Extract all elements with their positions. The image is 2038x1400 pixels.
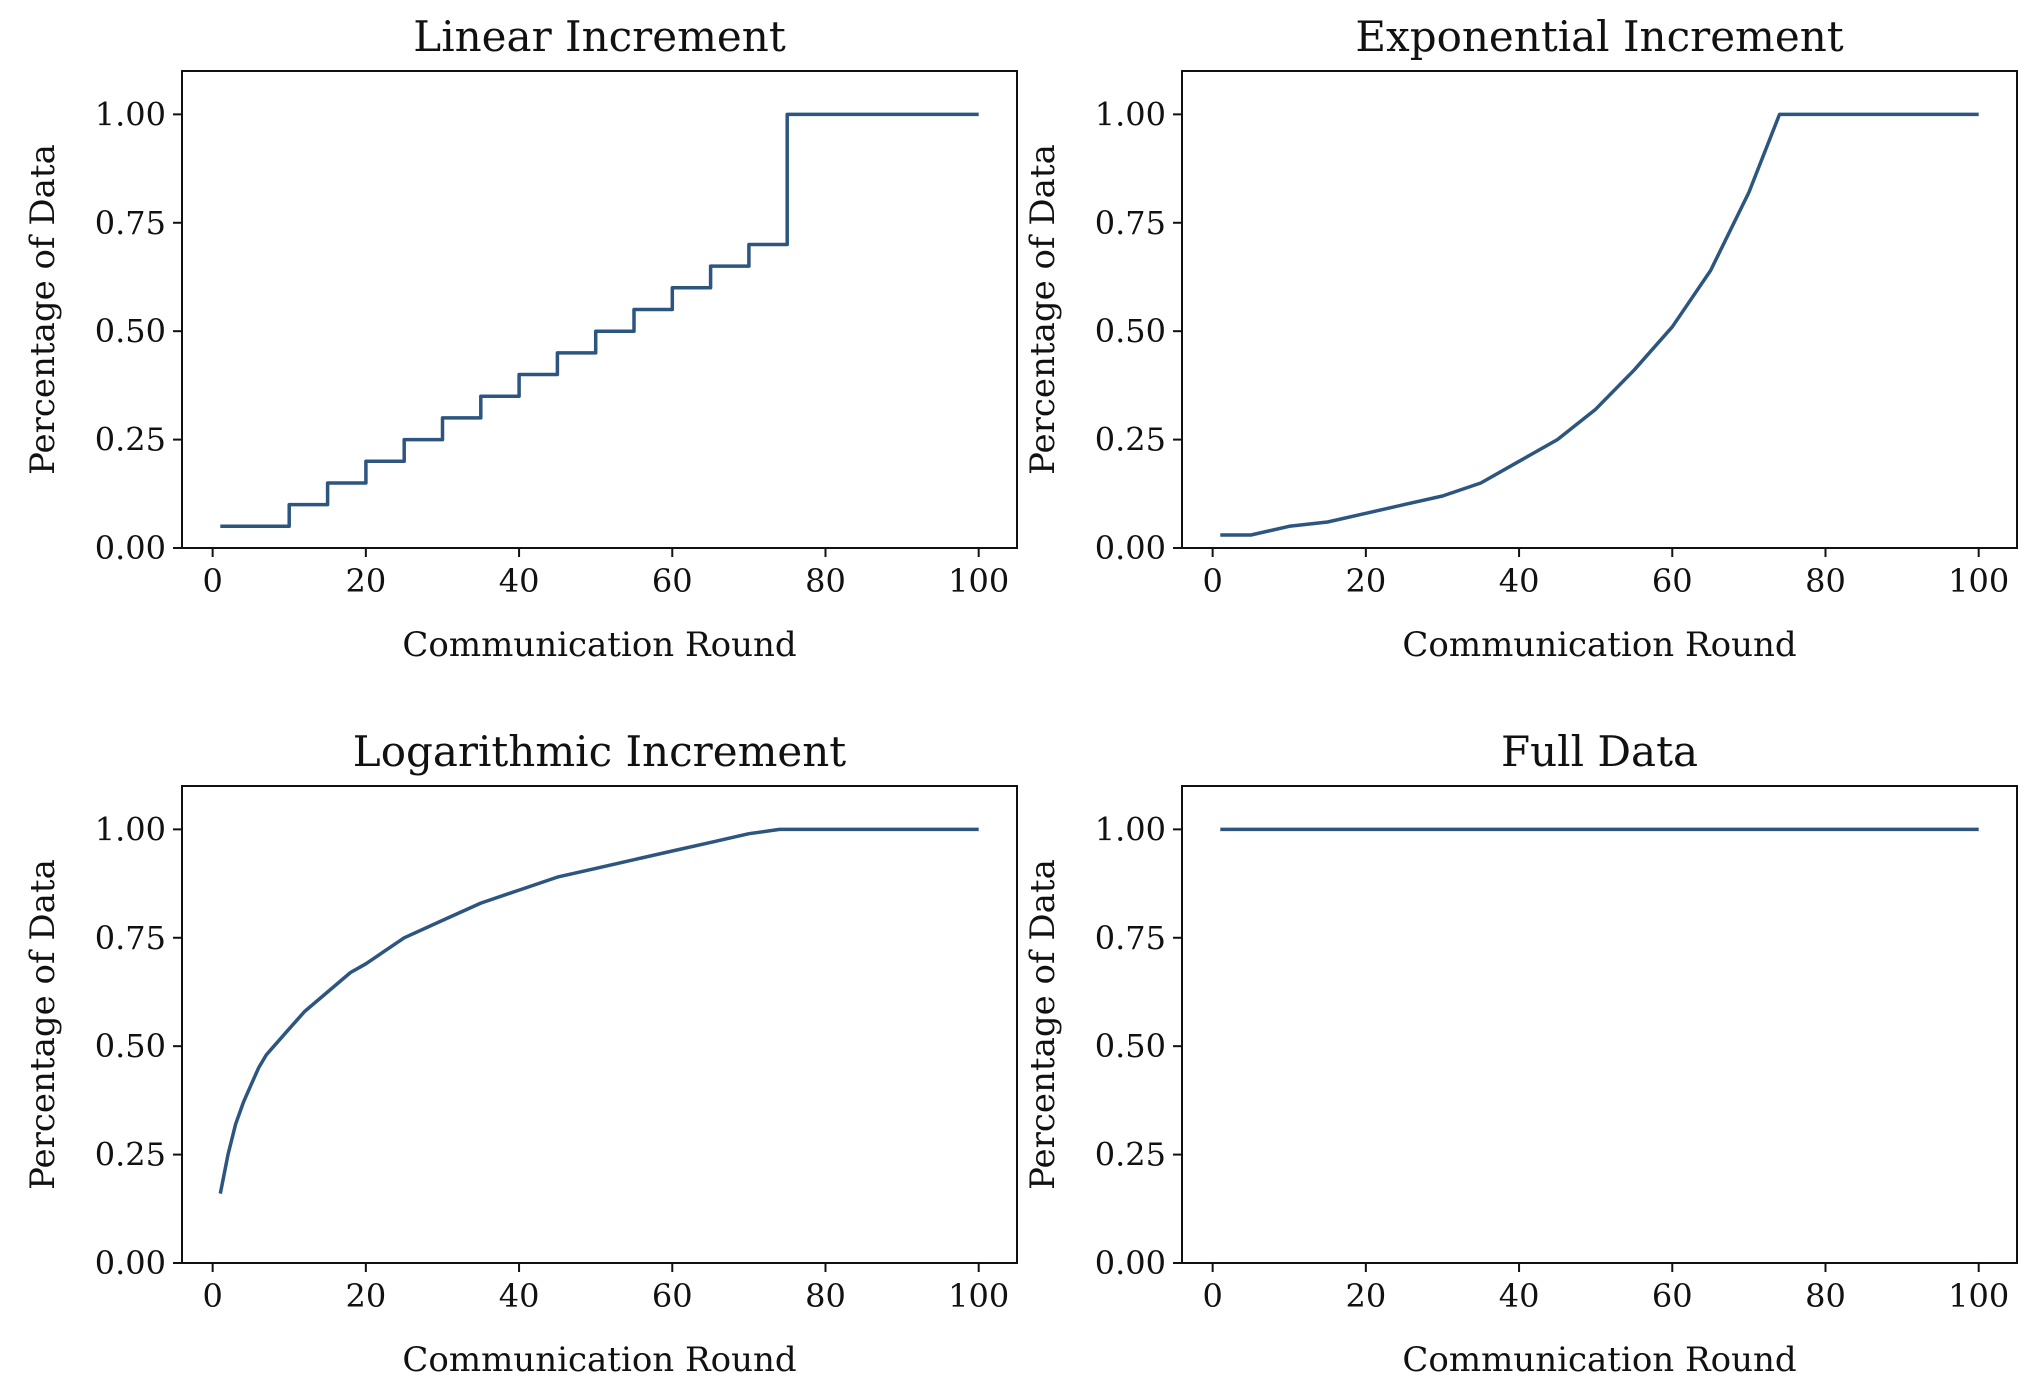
x-tick-label: 40: [1499, 562, 1540, 600]
x-tick-label: 80: [1805, 1277, 1846, 1315]
series-line-1: [220, 112, 979, 529]
y-tick-label: 0.75: [1095, 204, 1166, 242]
x-tick-label: 100: [1948, 562, 2009, 600]
plot-frame: [181, 785, 1018, 1264]
y-tick-label: 0.25: [1095, 421, 1166, 459]
x-tick-label: 40: [499, 1277, 540, 1315]
x-tick-label: 60: [652, 1277, 693, 1315]
x-tick-label: 80: [805, 562, 846, 600]
x-tick-label: 0: [1202, 562, 1222, 600]
y-axis-label: Percentage of Data: [23, 144, 63, 475]
plot-frame: [181, 70, 1018, 549]
chart-panel-2: 0 20 40 60 80 100 0.00 0.25 0.50 0.75 1.00 Exponent…: [1023, 12, 2018, 665]
chart-panel-3: 0 20 40 60 80 100 0.00 0.25 0.50 0.75 1.00 Logarith…: [23, 727, 1018, 1380]
y-tick-label: 0.25: [1095, 1136, 1166, 1174]
x-axis-label: Communication Round: [1402, 625, 1796, 665]
chart-title: Logarithmic Increment: [353, 727, 846, 776]
x-tick-label: 0: [1202, 1277, 1222, 1315]
x-tick-label: 100: [1948, 1277, 2009, 1315]
x-tick-label: 100: [948, 1277, 1009, 1315]
y-tick-label: 1.00: [95, 95, 166, 133]
y-tick-label: 0.50: [95, 312, 166, 350]
x-axis-label: Communication Round: [1402, 1340, 1796, 1380]
y-tick-label: 0.50: [1095, 1027, 1166, 1065]
y-tick-label: 0.25: [95, 421, 166, 459]
x-tick-label: 0: [202, 562, 222, 600]
x-tick-label: 100: [948, 562, 1009, 600]
plot-frame: [1181, 70, 2018, 549]
x-tick-label: 60: [652, 562, 693, 600]
x-tick-label: 20: [1345, 1277, 1386, 1315]
x-tick-label: 40: [499, 562, 540, 600]
series-line-1: [218, 827, 979, 1194]
y-tick-label: 0.00: [95, 529, 166, 567]
x-tick-label: 0: [202, 1277, 222, 1315]
y-tick-label: 0.00: [1095, 1244, 1166, 1282]
y-tick-label: 0.75: [95, 204, 166, 242]
y-tick-label: 0.50: [95, 1027, 166, 1065]
x-tick-label: 40: [1499, 1277, 1540, 1315]
y-tick-label: 1.00: [95, 810, 166, 848]
chart-title: Linear Increment: [413, 12, 786, 61]
y-tick-label: 0.75: [95, 919, 166, 957]
y-axis-label: Percentage of Data: [23, 859, 63, 1190]
y-tick-label: 0.00: [95, 1244, 166, 1282]
chart-title: Full Data: [1501, 727, 1698, 776]
series-line-1: [1220, 112, 1979, 537]
x-axis-label: Communication Round: [402, 625, 796, 665]
chart-panel-4: 0 20 40 60 80 100 0.00 0.25 0.50 0.75 1.00 Full Dat…: [1023, 727, 2018, 1380]
x-tick-label: 60: [1652, 562, 1693, 600]
x-tick-label: 20: [345, 1277, 386, 1315]
chart-title: Exponential Increment: [1355, 12, 1843, 61]
plot-frame: [1181, 785, 2018, 1264]
x-tick-label: 60: [1652, 1277, 1693, 1315]
x-tick-label: 80: [805, 1277, 846, 1315]
y-tick-label: 0.75: [1095, 919, 1166, 957]
y-axis-label: Percentage of Data: [1023, 859, 1063, 1190]
y-tick-label: 1.00: [1095, 810, 1166, 848]
x-axis-label: Communication Round: [402, 1340, 796, 1380]
x-tick-label: 20: [1345, 562, 1386, 600]
y-tick-label: 1.00: [1095, 95, 1166, 133]
y-tick-label: 0.25: [95, 1136, 166, 1174]
y-tick-label: 0.50: [1095, 312, 1166, 350]
x-tick-label: 80: [1805, 562, 1846, 600]
y-tick-label: 0.00: [1095, 529, 1166, 567]
y-axis-label: Percentage of Data: [1023, 144, 1063, 475]
chart-panel-1: 0 20 40 60 80 100 0.00 0.25 0.50 0.75 1.00 Linear I…: [23, 12, 1018, 665]
x-tick-label: 20: [345, 562, 386, 600]
